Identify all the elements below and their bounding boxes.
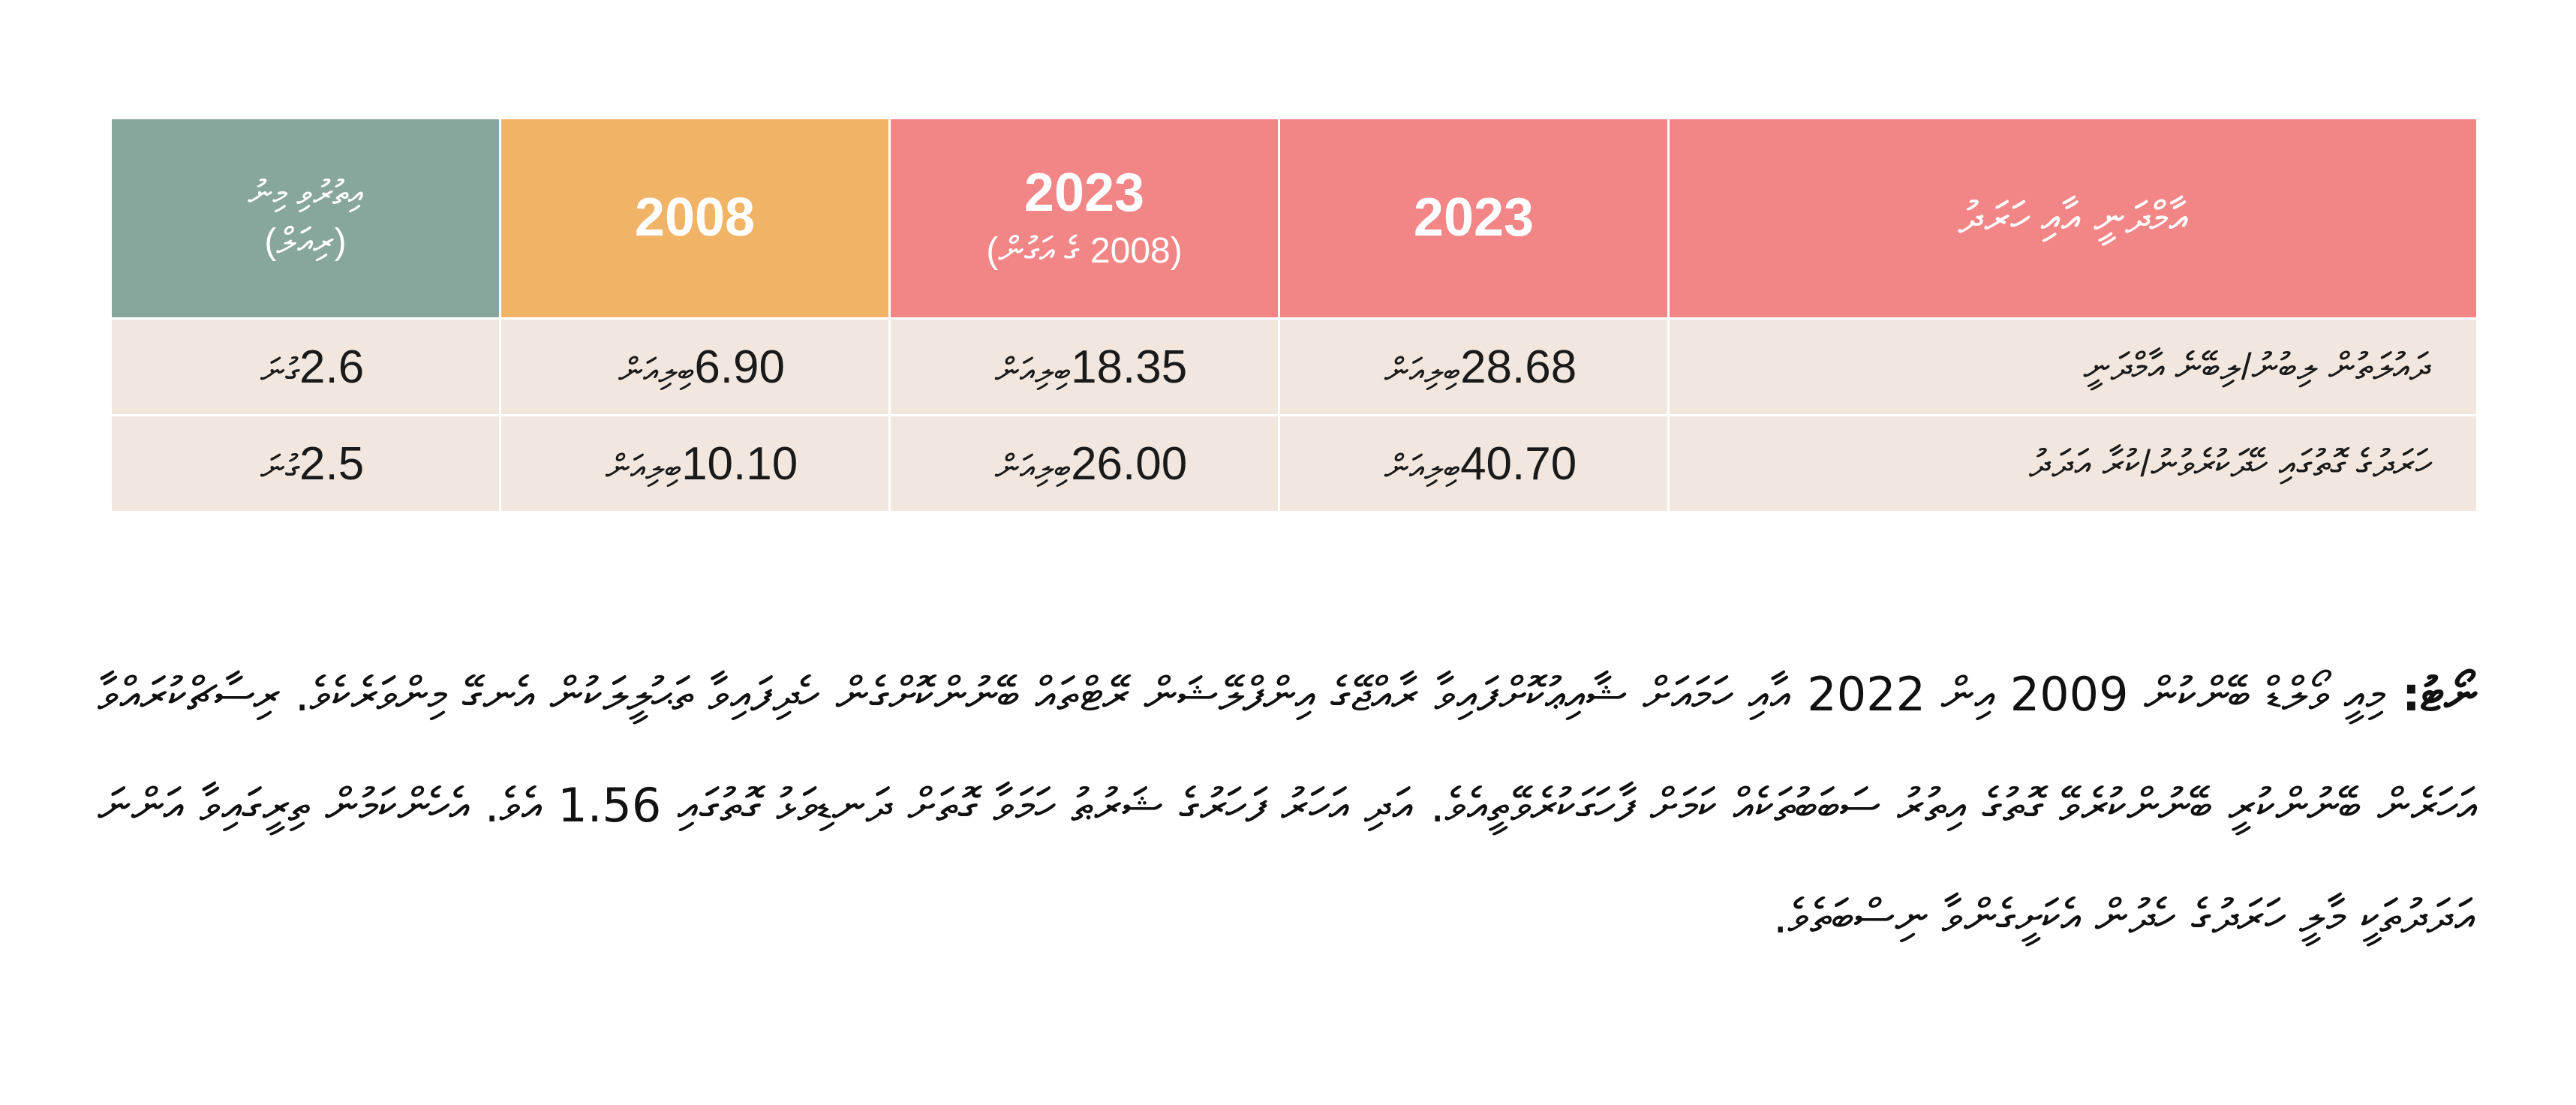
header-real-change-main: އިތުރުވި މިނު	[248, 173, 363, 213]
table-row-revenue: ދައުލަތުން ލިބުނު/ލިބޭނެ އާމްދަނީ 28.68ބ…	[110, 317, 2478, 416]
cell-expenditure-2023-adjusted: 26.00ބިލިއަން	[888, 414, 1280, 513]
header-2023-adjusted-sub: (2008 ގެ އަގުން)	[986, 231, 1183, 272]
footnote: ނޯޓު: މިއީ ވޯލްޑް ބޭންކުން 2009 އިން 202…	[98, 639, 2476, 972]
cell-expenditure-2023: 40.70ބިލިއަން	[1278, 414, 1670, 513]
table-header-row: އާމްދަނީ އާއި ހަރަދު 2023 2023 (2008 ގެ …	[110, 117, 2478, 320]
budget-comparison-table: އާމްދަނީ އާއި ހަރަދު 2023 2023 (2008 ގެ …	[110, 117, 2478, 513]
header-real-change: އިތުރުވި މިނު (ރިއަލް)	[110, 117, 501, 320]
table-row-expenditure: ހަރަދުގެ ގޮތުގައި ހޭދަކުރެވުނު/ކުރާ އަދަ…	[110, 414, 2478, 513]
header-2023: 2023	[1278, 117, 1670, 320]
cell-expenditure-change: 2.5ގުނަ	[110, 414, 501, 513]
cell-revenue-2023-adjusted: 18.35ބިލިއަން	[888, 317, 1280, 416]
row-label-expenditure: ހަރަދުގެ ގޮތުގައި ހޭދަކުރެވުނު/ކުރާ އަދަ…	[1667, 414, 2478, 513]
header-2008: 2008	[499, 117, 891, 320]
footnote-text: މިއީ ވޯލްޑް ބޭންކުން 2009 އިން 2022 އާއި…	[98, 667, 2476, 944]
cell-revenue-2008: 6.90ބިލިއަން	[499, 317, 891, 416]
cell-revenue-2023: 28.68ބިލިއަން	[1278, 317, 1670, 416]
footnote-label: ނޯޓު:	[2401, 667, 2476, 722]
cell-revenue-change: 2.6ގުނަ	[110, 317, 501, 416]
cell-expenditure-2008: 10.10ބިލިއަން	[499, 414, 891, 513]
row-label-revenue: ދައުލަތުން ލިބުނު/ލިބޭނެ އާމްދަނީ	[1667, 317, 2478, 416]
header-2023-adjusted: 2023 (2008 ގެ އަގުން)	[888, 117, 1280, 320]
header-label: އާމްދަނީ އާއި ހަރަދު	[1667, 117, 2478, 320]
header-real-change-sub: (ރިއަލް)	[264, 221, 347, 262]
